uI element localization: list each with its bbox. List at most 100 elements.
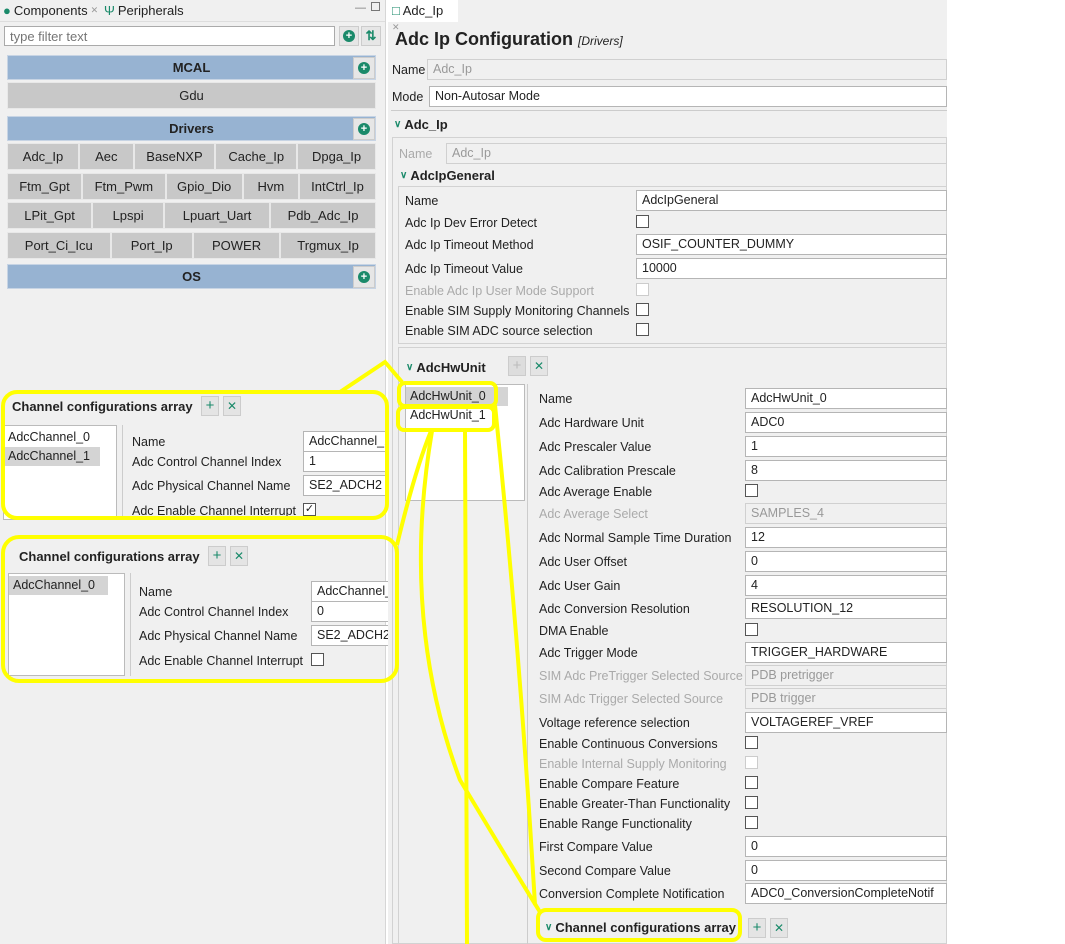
tab-peripherals[interactable]: Ψ Peripherals: [104, 3, 184, 18]
component-trgmux_ip[interactable]: Trgmux_Ip: [280, 231, 376, 259]
field-input[interactable]: TRIGGER_HARDWARE: [745, 642, 947, 663]
section-channel-config[interactable]: ∨ Channel configurations array: [545, 920, 736, 935]
component-gpio_dio[interactable]: Gpio_Dio: [165, 172, 243, 200]
section-adchwunit[interactable]: ∨ AdcHwUnit: [406, 360, 486, 375]
category-os[interactable]: OS +: [7, 264, 376, 289]
component-pdb_adc_ip[interactable]: Pdb_Adc_Ip: [270, 202, 376, 229]
component-adc_ip[interactable]: Adc_Ip: [7, 143, 80, 170]
component-ftm_gpt[interactable]: Ftm_Gpt: [7, 172, 82, 200]
field-input[interactable]: 10000: [636, 258, 947, 279]
list-item-channel[interactable]: AdcChannel_0: [8, 430, 91, 444]
component-basenxp[interactable]: BaseNXP: [133, 143, 216, 170]
tab-adc-ip[interactable]: □ Adc_Ip ✕: [388, 0, 458, 32]
channel-array-title[interactable]: Channel configurations array: [19, 549, 200, 564]
field-label: Adc Conversion Resolution: [539, 602, 690, 616]
field-label: Adc Normal Sample Time Duration: [539, 531, 732, 545]
field-input[interactable]: 0: [745, 551, 947, 572]
field-input[interactable]: SE2_ADCH2: [303, 475, 386, 496]
minimize-icon[interactable]: —: [355, 2, 366, 14]
remove-channel-button[interactable]: ✕: [770, 918, 788, 938]
component-gdu[interactable]: Gdu: [7, 82, 376, 109]
component-port_ci_icu[interactable]: Port_Ci_Icu: [7, 231, 111, 259]
name-field: Adc_Ip: [427, 59, 947, 80]
field-label: Enable Internal Supply Monitoring: [539, 757, 727, 771]
field-label: Conversion Complete Notification: [539, 887, 725, 901]
add-channel-button[interactable]: +: [208, 546, 226, 566]
add-channel-button[interactable]: +: [748, 918, 766, 938]
add-mcal-button[interactable]: +: [353, 57, 375, 79]
section-adc-ip[interactable]: ∨ Adc_Ip: [394, 117, 448, 132]
field-input[interactable]: 0: [311, 601, 394, 622]
component-lpit_gpt[interactable]: LPit_Gpt: [7, 202, 93, 229]
field-checkbox[interactable]: [636, 303, 649, 316]
category-mcal[interactable]: MCAL +: [7, 55, 376, 80]
field-checkbox[interactable]: [745, 484, 758, 497]
component-power[interactable]: POWER: [192, 231, 281, 259]
field-checkbox[interactable]: [745, 796, 758, 809]
field-input[interactable]: ADC0: [745, 412, 947, 433]
component-intctrl_ip[interactable]: IntCtrl_Ip: [299, 172, 376, 200]
field-checkbox[interactable]: [636, 323, 649, 336]
channel-array-title[interactable]: Channel configurations array: [12, 399, 193, 414]
list-item-hwunit-1[interactable]: AdcHwUnit_1: [410, 408, 486, 422]
remove-hwunit-button[interactable]: ✕: [530, 356, 548, 376]
filter-input[interactable]: [4, 26, 335, 46]
close-icon[interactable]: ✕: [392, 22, 400, 32]
field-input[interactable]: 8: [745, 460, 947, 481]
field-input[interactable]: 12: [745, 527, 947, 548]
category-drivers[interactable]: Drivers +: [7, 116, 376, 141]
field-input[interactable]: 0: [745, 836, 947, 857]
component-lpuart_uart[interactable]: Lpuart_Uart: [164, 202, 271, 229]
component-cache_ip[interactable]: Cache_Ip: [215, 143, 298, 170]
field-input[interactable]: 1: [745, 436, 947, 457]
field-checkbox[interactable]: [745, 816, 758, 829]
add-component-button[interactable]: +: [339, 26, 359, 46]
field-checkbox[interactable]: [745, 623, 758, 636]
field-input[interactable]: 0: [745, 860, 947, 881]
field-label: Adc Ip Timeout Method: [405, 238, 534, 252]
remove-channel-button[interactable]: ✕: [223, 396, 241, 416]
field-input[interactable]: VOLTAGEREF_VREF: [745, 712, 947, 733]
tab-components[interactable]: ● Components ✕: [3, 3, 98, 18]
field-checkbox[interactable]: [636, 215, 649, 228]
field-input[interactable]: ADC0_ConversionCompleteNotif: [745, 883, 947, 904]
field-input[interactable]: RESOLUTION_12: [745, 598, 947, 619]
close-icon[interactable]: ✕: [90, 5, 99, 15]
field-checkbox[interactable]: ✓: [303, 503, 316, 516]
list-item-hwunit-0[interactable]: AdcHwUnit_0: [406, 387, 508, 406]
field-checkbox[interactable]: [745, 776, 758, 789]
field-input[interactable]: AdcChannel_1: [303, 431, 386, 452]
component-hvm[interactable]: Hvm: [242, 172, 300, 200]
component-ftm_pwm[interactable]: Ftm_Pwm: [81, 172, 166, 200]
list-item-channel[interactable]: AdcChannel_0: [9, 576, 108, 595]
list-item-channel[interactable]: AdcChannel_1: [4, 447, 100, 466]
field-checkbox: [745, 756, 758, 769]
add-channel-button[interactable]: +: [201, 396, 219, 416]
mode-select[interactable]: Non-Autosar Mode: [429, 86, 947, 107]
field-input[interactable]: AdcChannel_0: [311, 581, 394, 602]
add-hwunit-button[interactable]: +: [508, 356, 526, 376]
component-lpspi[interactable]: Lpspi: [92, 202, 165, 229]
field-input[interactable]: SE2_ADCH2: [311, 625, 394, 646]
field-input[interactable]: OSIF_COUNTER_DUMMY: [636, 234, 947, 255]
field-input[interactable]: 4: [745, 575, 947, 596]
section-adcipgeneral[interactable]: ∨ AdcIpGeneral: [400, 168, 495, 183]
add-os-button[interactable]: +: [353, 266, 375, 288]
component-aec[interactable]: Aec: [79, 143, 134, 170]
field-input[interactable]: AdcHwUnit_0: [745, 388, 947, 409]
field-checkbox[interactable]: [745, 736, 758, 749]
maximize-icon[interactable]: [371, 2, 380, 11]
field-checkbox[interactable]: [311, 653, 324, 666]
component-dpga_ip[interactable]: Dpga_Ip: [297, 143, 376, 170]
splitter[interactable]: [527, 384, 528, 944]
splitter[interactable]: [122, 425, 123, 520]
section-title: AdcHwUnit: [416, 360, 486, 375]
splitter[interactable]: [130, 573, 131, 676]
component-port_ip[interactable]: Port_Ip: [110, 231, 193, 259]
field-input[interactable]: 1: [303, 451, 386, 472]
remove-channel-button[interactable]: ✕: [230, 546, 248, 566]
add-drivers-button[interactable]: +: [353, 118, 375, 140]
sort-button[interactable]: ⇅: [361, 26, 381, 46]
field-input[interactable]: AdcIpGeneral: [636, 190, 947, 211]
peripherals-icon: Ψ: [104, 3, 115, 18]
